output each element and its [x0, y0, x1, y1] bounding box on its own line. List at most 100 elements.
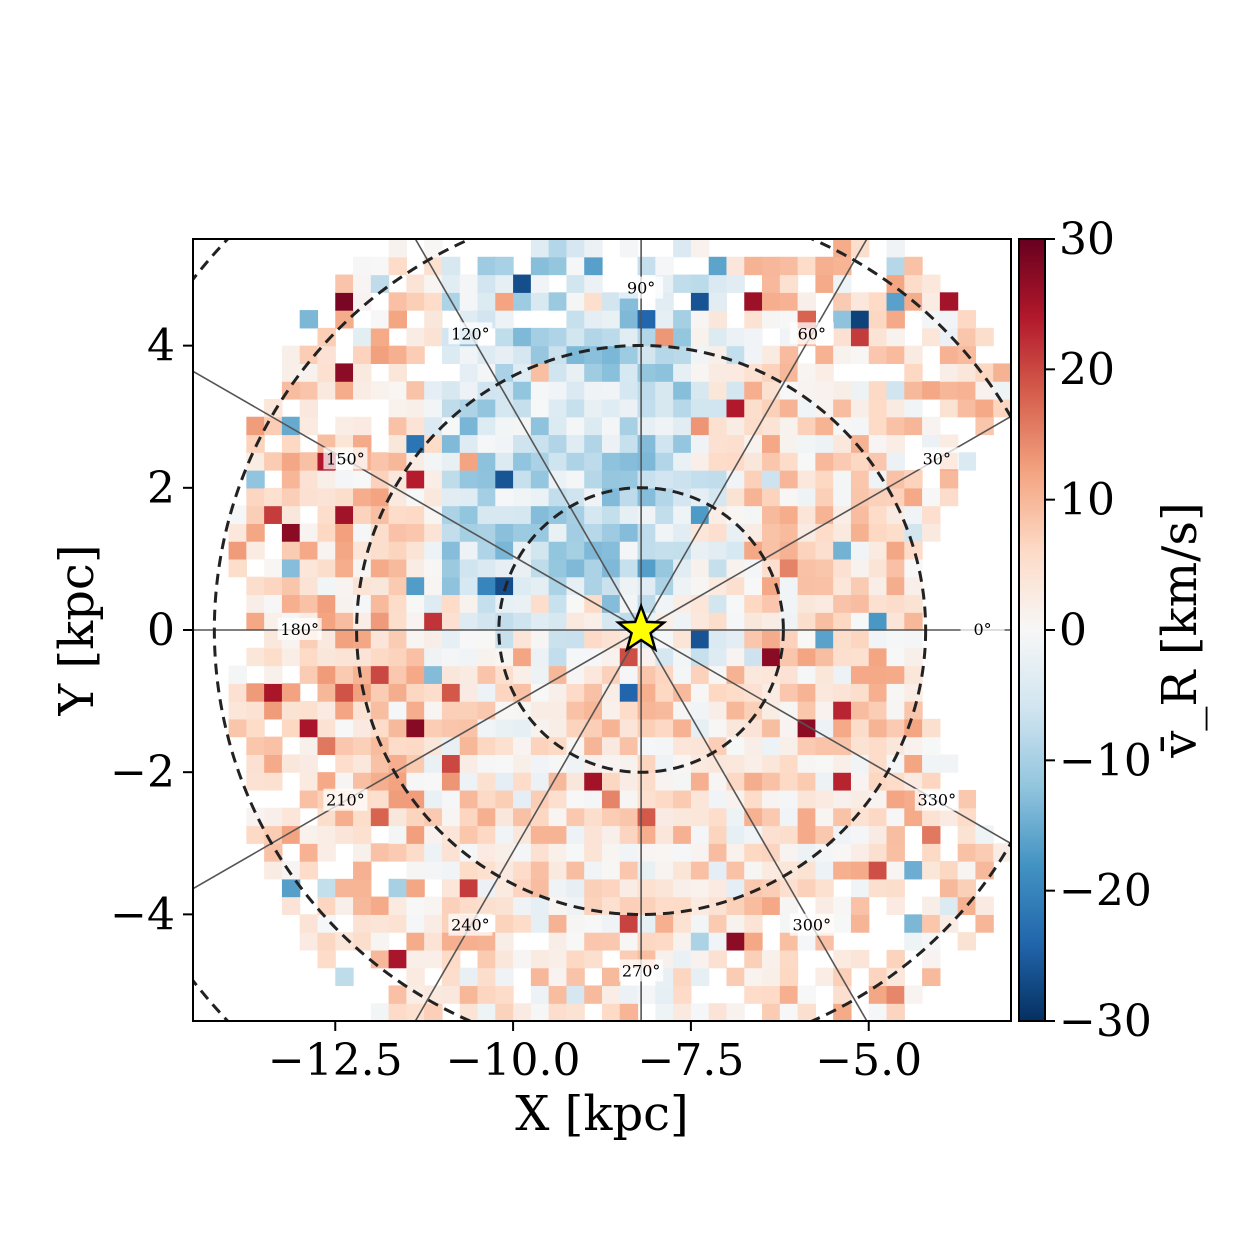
- heatmap-bin: [299, 381, 319, 400]
- heatmap-bin: [530, 772, 550, 791]
- heatmap-bin: [335, 558, 354, 578]
- heatmap-bin: [939, 878, 959, 898]
- colorbar-tick-label: 0: [1059, 605, 1087, 656]
- heatmap-bin: [388, 505, 407, 524]
- heatmap-bin: [264, 754, 283, 773]
- heatmap-bin: [441, 630, 461, 649]
- heatmap-bin: [797, 256, 816, 276]
- heatmap-bin: [868, 985, 888, 1004]
- heatmap-bin: [477, 345, 496, 365]
- heatmap-bin: [708, 612, 728, 631]
- heatmap-bin: [513, 398, 532, 418]
- azimuth-label: 60°: [798, 324, 826, 343]
- heatmap-bin: [459, 381, 479, 400]
- heatmap-bin: [424, 594, 443, 613]
- heatmap-bin: [406, 772, 425, 791]
- heatmap-bin: [441, 274, 461, 293]
- heatmap-bin: [441, 381, 461, 400]
- heatmap-bin: [708, 736, 728, 756]
- heatmap-bin: [566, 789, 585, 809]
- heatmap-bin: [655, 772, 674, 791]
- heatmap-bin: [388, 612, 407, 631]
- heatmap-bin: [264, 647, 283, 667]
- heatmap-bin: [495, 701, 514, 720]
- heatmap-bin: [779, 967, 799, 987]
- heatmap-bin: [850, 434, 870, 453]
- heatmap-bin: [690, 505, 710, 524]
- heatmap-bin: [744, 878, 763, 898]
- heatmap-bin: [797, 630, 816, 649]
- heatmap-bin: [690, 292, 710, 311]
- heatmap-bin: [353, 274, 372, 293]
- heatmap-bin: [833, 914, 852, 933]
- heatmap-bin: [441, 523, 461, 542]
- x-tick-label: −7.5: [637, 1035, 744, 1086]
- azimuth-label: 180°: [280, 620, 319, 639]
- azimuth-label-bg: [448, 322, 493, 345]
- heatmap-bin: [673, 310, 692, 329]
- heatmap-bin: [762, 452, 781, 471]
- heatmap-bin: [441, 772, 461, 791]
- heatmap-bin: [744, 843, 763, 862]
- heatmap-bin: [477, 505, 496, 524]
- heatmap-bin: [744, 985, 763, 1004]
- heatmap-bin: [495, 718, 514, 738]
- heatmap-bin: [370, 327, 390, 347]
- heatmap-bin: [477, 665, 496, 684]
- heatmap-bin: [495, 843, 514, 862]
- heatmap-bin: [726, 256, 745, 276]
- heatmap-bin: [335, 505, 354, 524]
- heatmap-bin: [566, 701, 585, 720]
- heatmap-bin: [655, 878, 674, 898]
- heatmap-bin: [548, 363, 568, 382]
- heatmap-bin: [850, 541, 870, 560]
- heatmap-bin: [406, 292, 425, 311]
- heatmap-bin: [459, 825, 479, 844]
- heatmap-bin: [868, 505, 888, 524]
- heatmap-bin: [886, 612, 905, 631]
- heatmap-bin: [762, 256, 781, 276]
- heatmap-bin: [566, 985, 585, 1004]
- heatmap-bin: [424, 416, 443, 436]
- heatmap-bin: [708, 789, 728, 809]
- heatmap-bin: [655, 434, 674, 453]
- heatmap-bin: [726, 505, 745, 524]
- heatmap-bin: [459, 416, 479, 436]
- heatmap-bin: [868, 736, 888, 756]
- heatmap-bin: [619, 452, 639, 471]
- heatmap-bin: [922, 896, 941, 915]
- heatmap-bin: [904, 523, 923, 542]
- heatmap-bin: [370, 843, 390, 862]
- heatmap-bin: [441, 398, 461, 418]
- heatmap-bin: [762, 594, 781, 613]
- heatmap-bin: [815, 647, 834, 667]
- azimuth-label-bg: [914, 788, 959, 811]
- heatmap-bin: [513, 754, 532, 773]
- heatmap-bin: [530, 594, 550, 613]
- heatmap-bin: [975, 327, 994, 347]
- heatmap-bin: [388, 807, 407, 827]
- heatmap-bin: [779, 470, 799, 489]
- heatmap-bin: [904, 487, 923, 507]
- heatmap-bin: [424, 914, 443, 933]
- heatmap-bin: [424, 772, 443, 791]
- heatmap-bin: [619, 843, 639, 862]
- heatmap-bin: [957, 381, 977, 400]
- heatmap-bin: [637, 452, 656, 471]
- heatmap-bin: [388, 470, 407, 489]
- heatmap-bin: [530, 470, 550, 489]
- heatmap-bin: [690, 274, 710, 293]
- heatmap-bin: [922, 523, 941, 542]
- heatmap-bin: [850, 718, 870, 738]
- heatmap-bin: [833, 896, 852, 915]
- heatmap-bin: [388, 310, 407, 329]
- heatmap-bin: [246, 576, 265, 596]
- heatmap-bin: [673, 416, 692, 436]
- heatmap-bin: [299, 594, 319, 613]
- heatmap-bin: [299, 523, 319, 542]
- heatmap-bin: [548, 416, 568, 436]
- heatmap-bin: [708, 932, 728, 951]
- heatmap-bin: [548, 896, 568, 915]
- heatmap-bin: [584, 505, 603, 524]
- heatmap-bin: [673, 363, 692, 382]
